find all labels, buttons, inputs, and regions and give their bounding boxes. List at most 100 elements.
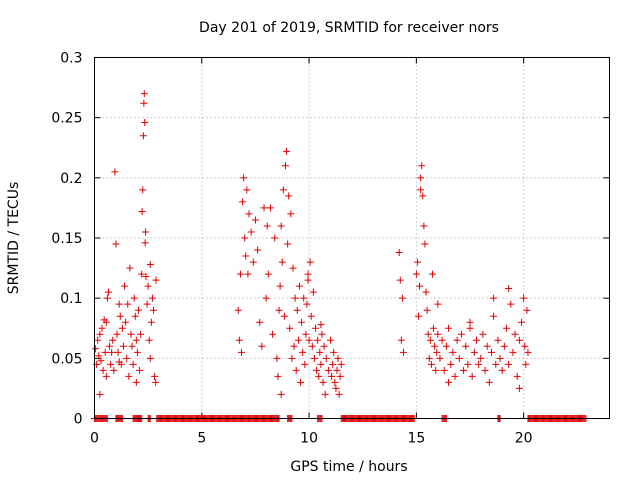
data-point bbox=[330, 348, 338, 356]
data-point bbox=[271, 234, 279, 242]
data-point bbox=[503, 324, 510, 332]
data-point bbox=[432, 366, 440, 374]
data-point bbox=[147, 318, 155, 326]
data-point bbox=[123, 354, 131, 362]
data-point bbox=[518, 318, 526, 326]
data-point bbox=[287, 210, 295, 218]
data-point bbox=[434, 300, 442, 308]
data-point bbox=[140, 99, 148, 107]
data-point bbox=[428, 270, 436, 278]
data-point bbox=[416, 282, 424, 290]
data-point bbox=[426, 336, 434, 344]
data-point bbox=[420, 222, 428, 230]
data-point bbox=[138, 270, 146, 278]
data-point bbox=[442, 342, 450, 350]
data-point bbox=[152, 378, 160, 386]
data-point bbox=[237, 348, 245, 356]
data-point bbox=[492, 360, 500, 368]
data-point bbox=[285, 192, 293, 200]
data-point bbox=[245, 210, 253, 218]
data-point bbox=[419, 192, 427, 200]
data-point bbox=[235, 336, 243, 344]
data-point bbox=[309, 288, 317, 296]
data-point bbox=[254, 246, 262, 254]
data-point bbox=[239, 198, 247, 206]
data-point bbox=[275, 306, 283, 314]
data-point bbox=[328, 372, 336, 380]
data-point bbox=[119, 342, 127, 350]
data-point bbox=[305, 336, 313, 344]
data-point bbox=[417, 186, 425, 194]
data-point bbox=[273, 354, 281, 362]
data-point bbox=[324, 366, 332, 374]
data-point bbox=[523, 306, 531, 314]
data-point bbox=[333, 366, 341, 374]
data-point bbox=[453, 336, 461, 344]
data-point bbox=[113, 330, 121, 338]
data-point bbox=[422, 288, 430, 296]
data-point bbox=[468, 372, 476, 380]
data-point bbox=[415, 312, 423, 320]
data-point bbox=[511, 330, 519, 338]
data-point bbox=[475, 360, 483, 368]
data-point bbox=[142, 228, 150, 236]
data-point bbox=[131, 312, 139, 320]
data-point bbox=[440, 366, 448, 374]
data-point bbox=[395, 248, 403, 256]
data-point bbox=[115, 358, 123, 366]
data-point bbox=[315, 372, 323, 380]
data-point bbox=[412, 270, 420, 278]
data-point bbox=[524, 348, 532, 356]
data-point bbox=[520, 294, 528, 302]
data-point bbox=[464, 360, 472, 368]
data-point bbox=[277, 222, 285, 230]
data-point bbox=[306, 258, 314, 266]
data-point bbox=[283, 147, 291, 155]
data-point bbox=[140, 90, 148, 98]
data-point bbox=[244, 270, 252, 278]
data-point bbox=[522, 360, 530, 368]
data-point bbox=[292, 366, 300, 374]
data-point bbox=[327, 336, 335, 344]
x-tick-label: 20 bbox=[515, 431, 533, 447]
data-point bbox=[515, 336, 523, 344]
data-point bbox=[95, 352, 103, 360]
data-point bbox=[334, 354, 342, 362]
data-point bbox=[136, 366, 144, 374]
data-point bbox=[457, 330, 465, 338]
data-point bbox=[243, 186, 251, 194]
data-point bbox=[321, 390, 329, 398]
data-point bbox=[122, 318, 130, 326]
data-point bbox=[249, 258, 257, 266]
x-axis-label: GPS time / hours bbox=[290, 459, 407, 475]
data-point bbox=[102, 318, 110, 326]
data-point bbox=[141, 118, 149, 126]
data-point bbox=[274, 372, 282, 380]
data-point bbox=[500, 342, 508, 350]
x-tick-label: 10 bbox=[300, 431, 318, 447]
data-point bbox=[106, 342, 114, 350]
data-point bbox=[260, 204, 268, 212]
data-point bbox=[301, 360, 309, 368]
data-point bbox=[288, 354, 296, 362]
data-point bbox=[295, 282, 303, 290]
data-point bbox=[132, 336, 140, 344]
data-point bbox=[498, 366, 506, 374]
data-point bbox=[241, 234, 249, 242]
data-point bbox=[133, 348, 141, 356]
data-point bbox=[449, 348, 457, 356]
data-point bbox=[116, 312, 124, 320]
data-point bbox=[144, 282, 152, 290]
x-tick-label: 0 bbox=[90, 431, 99, 447]
data-point bbox=[318, 330, 326, 338]
data-point bbox=[143, 300, 151, 308]
data-point bbox=[128, 342, 136, 350]
data-point bbox=[335, 390, 343, 398]
data-point bbox=[513, 372, 521, 380]
data-point bbox=[251, 216, 259, 224]
data-point bbox=[281, 162, 289, 170]
data-point bbox=[98, 324, 106, 332]
data-point bbox=[433, 348, 441, 356]
data-point bbox=[472, 336, 480, 344]
data-point bbox=[466, 324, 474, 332]
